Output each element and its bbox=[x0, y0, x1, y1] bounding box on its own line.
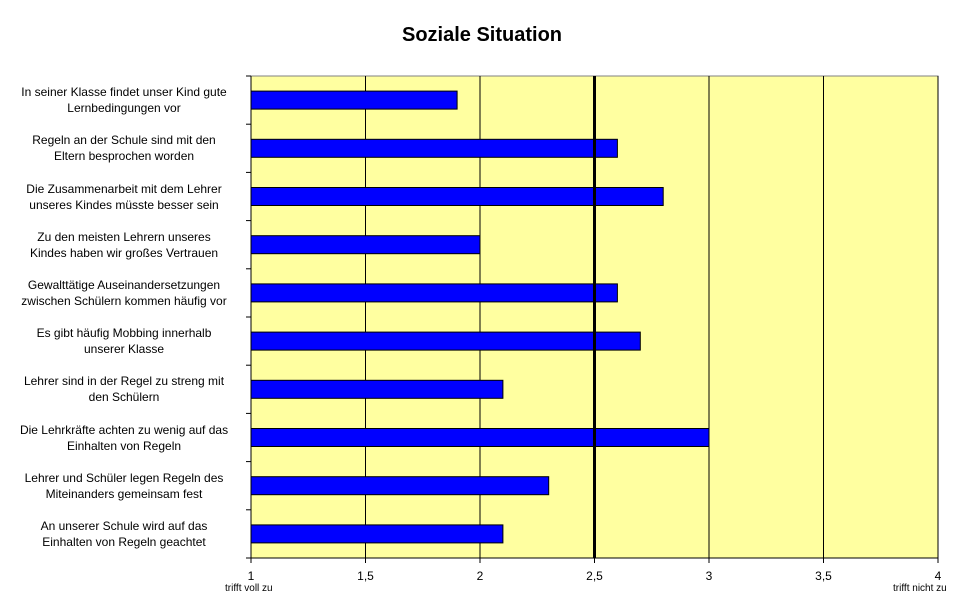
category-label-line: Lehrer sind in der Regel zu streng mit bbox=[23, 374, 225, 389]
category-label-line: Kindes haben wir großes Vertrauen bbox=[29, 245, 219, 260]
category-label: Die Lehrkräfte achten zu wenig auf das Ei… bbox=[6, 422, 242, 454]
category-label-line: Lehrer und Schüler legen Regeln des bbox=[24, 470, 224, 485]
x-tick-label: 1,5 bbox=[357, 569, 374, 583]
category-label: Regeln an der Schule sind mit den Eltern … bbox=[6, 132, 242, 164]
category-label-line: Die Lehrkräfte achten zu wenig auf das bbox=[19, 422, 229, 437]
category-label-line: Die Zusammenarbeit mit dem Lehrer bbox=[26, 181, 222, 196]
chart-title: Soziale Situation bbox=[401, 24, 563, 46]
category-label: Zu den meisten Lehrern unseres Kindes hab… bbox=[6, 229, 242, 261]
bar bbox=[250, 428, 710, 447]
category-label-line: Regeln an der Schule sind mit den bbox=[32, 133, 216, 148]
bar bbox=[250, 187, 664, 206]
category-label-line: unseres Kindes müsste besser sein bbox=[29, 197, 219, 212]
category-label-line: Gewalttätige Auseinandersetzungen bbox=[27, 277, 221, 292]
x-end-label-right: trifft nicht zu bbox=[893, 583, 947, 594]
category-label: In seiner Klasse findet unser Kind gute L… bbox=[6, 84, 242, 116]
bar bbox=[250, 476, 550, 496]
category-label: Lehrer sind in der Regel zu streng mit de… bbox=[6, 373, 242, 405]
x-tick-label: 3,5 bbox=[815, 569, 832, 583]
category-label-line: Einhalten von Regeln bbox=[66, 438, 182, 453]
bar bbox=[250, 138, 618, 158]
category-label-line: Eltern besprochen worden bbox=[53, 149, 195, 164]
category-label-line: Zu den meisten Lehrern unseres bbox=[37, 229, 211, 244]
bar bbox=[250, 379, 504, 399]
category-label-line: Miteinanders gemeinsam fest bbox=[45, 486, 203, 501]
category-label-line: den Schülern bbox=[88, 390, 160, 405]
x-tick-label: 1 bbox=[248, 569, 255, 583]
bar bbox=[250, 90, 458, 110]
bar bbox=[250, 331, 641, 351]
category-label-line: Lernbedingungen vor bbox=[67, 101, 181, 116]
x-tick-label: 4 bbox=[935, 569, 942, 583]
x-tick-label: 2 bbox=[477, 569, 484, 583]
category-label: Gewalttätige Auseinandersetzungen zwische… bbox=[6, 277, 242, 309]
x-end-label-left: trifft voll zu bbox=[225, 583, 273, 594]
x-tick-label: 2,5 bbox=[586, 569, 603, 583]
bar bbox=[250, 524, 504, 544]
category-label-line: unserer Klasse bbox=[83, 342, 165, 357]
category-label-line: In seiner Klasse findet unser Kind gute bbox=[21, 85, 227, 100]
bar bbox=[250, 283, 618, 303]
category-label: An unserer Schule wird auf das Einhalten … bbox=[6, 518, 242, 550]
category-label: Die Zusammenarbeit mit dem Lehrer unseres… bbox=[6, 181, 242, 213]
bar bbox=[250, 235, 481, 255]
category-label-line: zwischen Schülern kommen häufig vor bbox=[21, 293, 227, 308]
x-tick-label: 3 bbox=[706, 569, 713, 583]
category-label: Es gibt häufig Mobbing innerhalb unserer … bbox=[6, 325, 242, 357]
category-label: Lehrer und Schüler legen Regeln des Mitei… bbox=[6, 470, 242, 502]
category-label-line: Einhalten von Regeln geachtet bbox=[42, 534, 206, 549]
category-label-line: Es gibt häufig Mobbing innerhalb bbox=[36, 326, 212, 341]
category-label-line: An unserer Schule wird auf das bbox=[40, 518, 208, 533]
